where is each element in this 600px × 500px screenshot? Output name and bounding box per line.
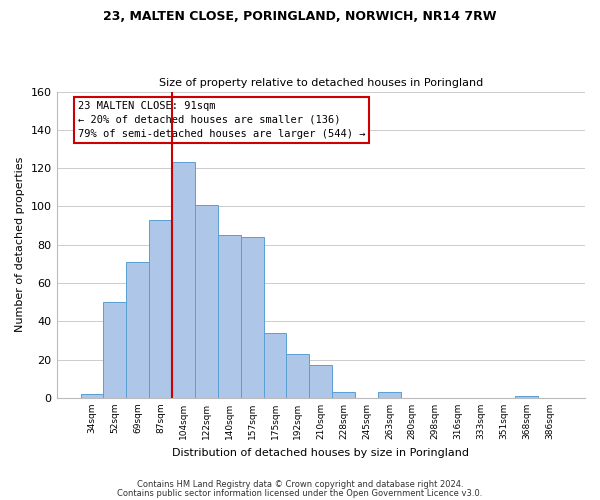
Bar [172, 162, 195, 398]
Text: Contains public sector information licensed under the Open Government Licence v3: Contains public sector information licen… [118, 488, 482, 498]
Y-axis label: Number of detached properties: Number of detached properties [15, 157, 25, 332]
Bar [149, 220, 172, 398]
Title: Size of property relative to detached houses in Poringland: Size of property relative to detached ho… [158, 78, 483, 88]
Bar [263, 333, 286, 398]
Bar [310, 366, 332, 398]
Bar [195, 204, 218, 398]
Bar [241, 237, 263, 398]
Bar [127, 262, 149, 398]
Text: Contains HM Land Registry data © Crown copyright and database right 2024.: Contains HM Land Registry data © Crown c… [137, 480, 463, 489]
Text: 23, MALTEN CLOSE, PORINGLAND, NORWICH, NR14 7RW: 23, MALTEN CLOSE, PORINGLAND, NORWICH, N… [103, 10, 497, 23]
Text: 23 MALTEN CLOSE: 91sqm
← 20% of detached houses are smaller (136)
79% of semi-de: 23 MALTEN CLOSE: 91sqm ← 20% of detached… [77, 100, 365, 138]
X-axis label: Distribution of detached houses by size in Poringland: Distribution of detached houses by size … [172, 448, 469, 458]
Bar [103, 302, 127, 398]
Bar [218, 235, 241, 398]
Bar [332, 392, 355, 398]
Bar [286, 354, 310, 398]
Bar [80, 394, 103, 398]
Bar [378, 392, 401, 398]
Bar [515, 396, 538, 398]
